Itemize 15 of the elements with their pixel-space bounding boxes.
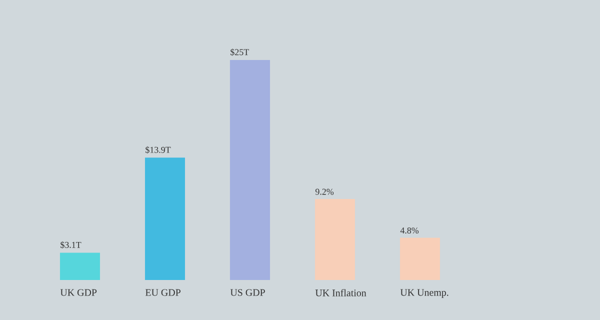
x-tick-label: EU GDP [145, 289, 180, 296]
bar [400, 238, 440, 280]
bar [60, 252, 100, 280]
data-label: $25T [230, 48, 249, 56]
x-tick-label: US GDP [230, 289, 265, 296]
data-label: $13.9T [146, 146, 171, 154]
bar [144, 158, 185, 280]
bar [230, 60, 270, 280]
x-tick-label: UK Inflation [315, 289, 366, 296]
x-tick-label: UK Unemp. [400, 289, 448, 298]
data-label: 9.2% [315, 188, 334, 195]
x-tick-label: UK GDP [60, 289, 97, 296]
data-label: $3.1T [60, 241, 82, 249]
data-label: 4.8% [400, 227, 419, 234]
bar [314, 199, 355, 280]
